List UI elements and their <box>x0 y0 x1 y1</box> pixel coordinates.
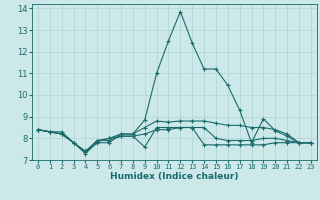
X-axis label: Humidex (Indice chaleur): Humidex (Indice chaleur) <box>110 172 239 181</box>
